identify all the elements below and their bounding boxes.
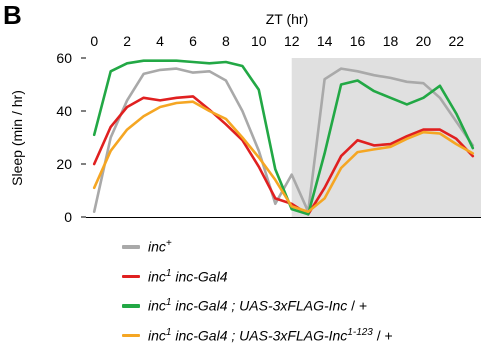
x-tick-label: 14 bbox=[317, 33, 333, 49]
legend-label-part: inc-Gal4 bbox=[171, 269, 227, 285]
x-tick-label: 6 bbox=[189, 33, 197, 49]
legend-label-part: inc-Gal4 ; UAS-3xFLAG-Inc bbox=[171, 328, 347, 344]
x-tick-label: 0 bbox=[90, 33, 98, 49]
x-tick-label: 2 bbox=[123, 33, 131, 49]
legend-swatch bbox=[122, 245, 140, 249]
y-tick-label: 20 bbox=[56, 156, 72, 172]
legend-item: inc+ bbox=[122, 232, 393, 262]
legend-swatch bbox=[122, 275, 140, 279]
legend-label-part: + bbox=[166, 238, 172, 249]
legend-label-part: inc bbox=[148, 298, 166, 314]
y-tick-label: 60 bbox=[56, 50, 72, 66]
plot-area: 0 2 4 6 8 10 12 14 16 18 20 22 0 20 40 60 bbox=[56, 33, 481, 225]
legend-label: inc1 inc-Gal4 ; UAS-3xFLAG-Inc1-123 / + bbox=[148, 327, 393, 344]
x-tick-label: 22 bbox=[449, 33, 465, 49]
legend-label-part: / + bbox=[373, 328, 393, 344]
legend-label: inc1 inc-Gal4 bbox=[148, 268, 228, 285]
panel-letter: B bbox=[3, 0, 22, 30]
legend-item: inc1 inc-Gal4 ; UAS-3xFLAG-Inc1-123 / + bbox=[122, 321, 393, 350]
x-tick-label: 4 bbox=[156, 33, 164, 49]
legend-label: inc1 inc-Gal4 ; UAS-3xFLAG-Inc / + bbox=[148, 297, 367, 314]
x-tick-label: 20 bbox=[416, 33, 432, 49]
legend-swatch bbox=[122, 334, 140, 338]
legend-label-part: inc bbox=[148, 239, 166, 255]
x-tick-label: 16 bbox=[350, 33, 366, 49]
legend-label: inc+ bbox=[148, 238, 172, 255]
chart-title: ZT (hr) bbox=[266, 11, 309, 27]
x-tick-label: 8 bbox=[222, 33, 230, 49]
legend-item: inc1 inc-Gal4 bbox=[122, 262, 393, 292]
y-tick-label: 0 bbox=[64, 209, 72, 225]
legend-label-part: 1-123 bbox=[347, 327, 373, 338]
y-tick-label: 40 bbox=[56, 103, 72, 119]
x-tick-label: 12 bbox=[284, 33, 300, 49]
legend-swatch bbox=[122, 304, 140, 308]
legend-label-part: / + bbox=[347, 298, 367, 314]
legend-label-part: inc-Gal4 ; UAS-3xFLAG-Inc bbox=[171, 298, 347, 314]
legend-label-part: inc bbox=[148, 269, 166, 285]
y-axis-label: Sleep (min / hr) bbox=[9, 90, 25, 186]
x-tick-label: 18 bbox=[383, 33, 399, 49]
legend-item: inc1 inc-Gal4 ; UAS-3xFLAG-Inc / + bbox=[122, 291, 393, 321]
legend-label-part: inc bbox=[148, 328, 166, 344]
x-tick-label: 10 bbox=[251, 33, 267, 49]
